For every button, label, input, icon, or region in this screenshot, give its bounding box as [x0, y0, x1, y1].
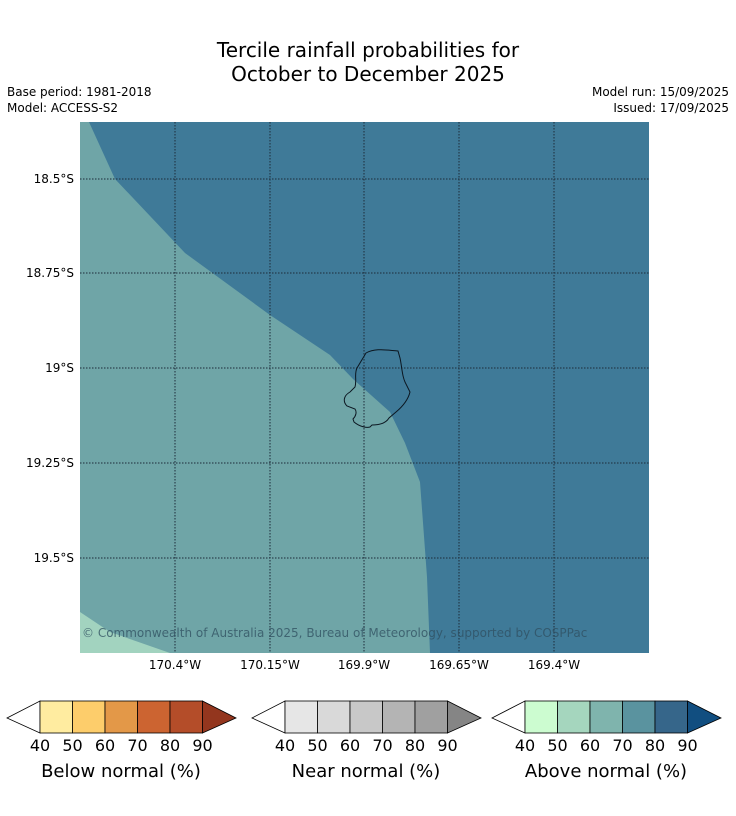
colorbar-below-label: Below normal (%) — [41, 761, 201, 782]
lat-label-0: 18.5°S — [33, 172, 74, 186]
tick: 40 — [29, 736, 51, 755]
probability-map — [80, 122, 649, 653]
meta-left: Base period: 1981-2018 Model: ACCESS-S2 — [7, 84, 152, 116]
colorbar-below-normal — [6, 700, 238, 736]
colorbar-above-svg — [491, 700, 722, 734]
lon-label-1: 170.15°W — [240, 658, 300, 672]
model-name: Model: ACCESS-S2 — [7, 101, 119, 115]
lat-label-2: 19°S — [45, 361, 74, 375]
tick: 80 — [404, 736, 426, 755]
tick: 70 — [612, 736, 633, 755]
map-title: Tercile rainfall probabilities for Octob… — [0, 38, 736, 86]
colorbar-above-normal — [491, 700, 723, 736]
colorbar-below-svg — [6, 700, 237, 734]
lon-label-0: 170.4°W — [148, 658, 202, 672]
tick: 50 — [307, 736, 328, 755]
colorbar-near-label: Near normal (%) — [291, 761, 441, 782]
tick: 60 — [94, 736, 116, 755]
tick: 40 — [274, 736, 296, 755]
meta-right: Model run: 15/09/2025 Issued: 17/09/2025 — [592, 84, 729, 116]
tick: 90 — [192, 736, 213, 755]
island-outline — [343, 349, 411, 428]
lat-label-1: 18.75°S — [26, 266, 74, 280]
tick: 50 — [62, 736, 83, 755]
lat-label-3: 19.25°S — [26, 456, 74, 470]
tick: 90 — [437, 736, 458, 755]
base-period: Base period: 1981-2018 — [7, 85, 152, 99]
tick: 70 — [372, 736, 393, 755]
colorbar-above-label: Above normal (%) — [524, 761, 688, 782]
title-line-1: Tercile rainfall probabilities for — [216, 38, 520, 62]
title-line-2: October to December 2025 — [231, 62, 505, 86]
lon-label-4: 169.4°W — [527, 658, 581, 672]
model-run: Model run: 15/09/2025 — [591, 85, 729, 99]
copyright-notice: © Commonwealth of Australia 2025, Bureau… — [82, 626, 588, 640]
region-above-50-60 — [80, 612, 170, 653]
tick: 70 — [127, 736, 148, 755]
tick: 40 — [514, 736, 536, 755]
tick: 90 — [677, 736, 698, 755]
colorbar-near-normal — [251, 700, 483, 736]
tick: 50 — [547, 736, 568, 755]
region-above-60-70 — [80, 122, 430, 653]
tick: 60 — [579, 736, 601, 755]
lat-label-4: 19.5°S — [33, 551, 74, 565]
lon-label-3: 169.65°W — [429, 658, 489, 672]
graticule — [80, 122, 649, 653]
colorbar-near-svg — [251, 700, 482, 734]
map-svg — [80, 122, 649, 653]
lon-label-2: 169.9°W — [337, 658, 391, 672]
tick: 80 — [159, 736, 181, 755]
issued-date: Issued: 17/09/2025 — [613, 101, 729, 115]
tick: 60 — [339, 736, 361, 755]
tick: 80 — [644, 736, 666, 755]
